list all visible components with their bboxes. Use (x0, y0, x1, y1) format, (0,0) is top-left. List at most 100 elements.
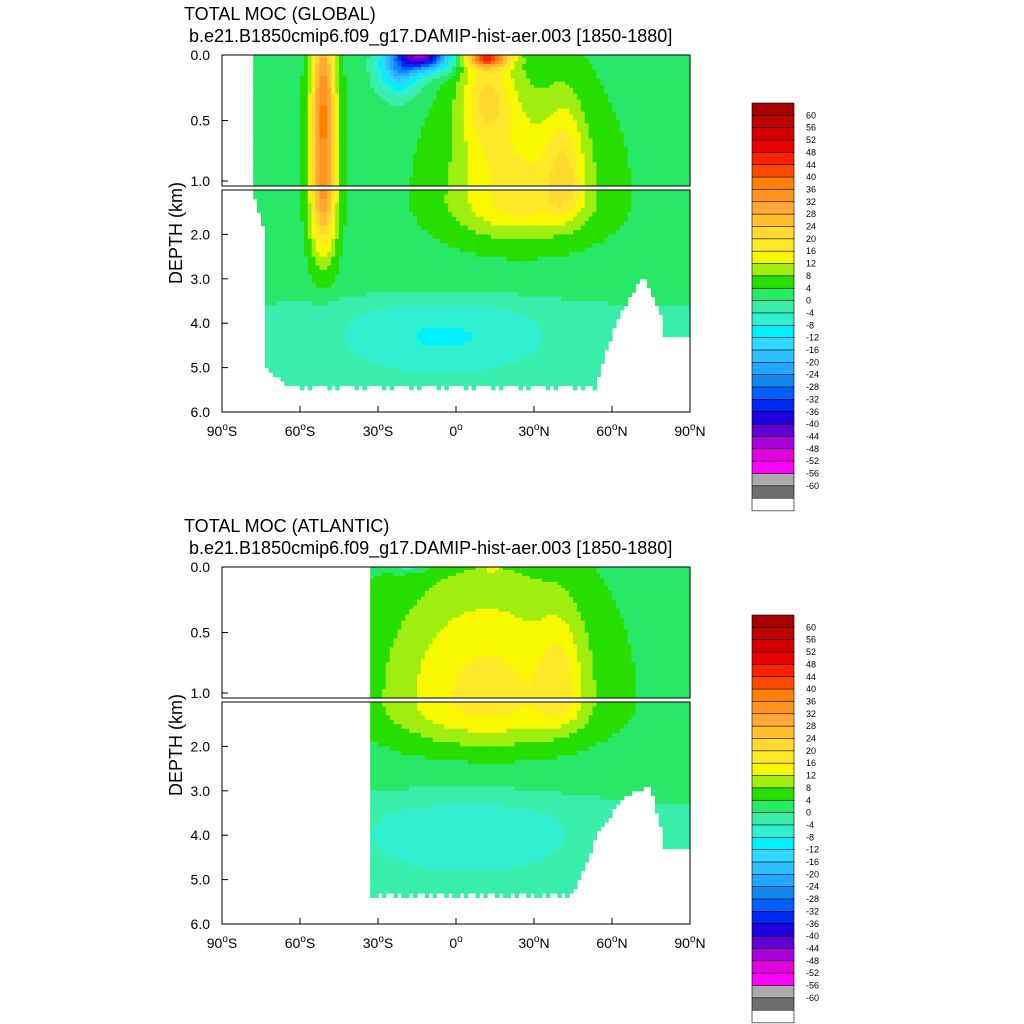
contour-cell (518, 120, 523, 125)
contour-cell (378, 162, 383, 166)
contour-cell (370, 81, 375, 86)
contour-cell (323, 165, 328, 169)
contour-cell (662, 69, 668, 74)
contour-cell (257, 132, 262, 136)
contour-cell (354, 111, 360, 116)
contour-cell (612, 159, 617, 163)
contour-cell (549, 174, 555, 178)
contour-cell (264, 336, 270, 342)
contour-cell (588, 180, 594, 184)
contour-cell (257, 177, 262, 181)
contour-cell (502, 174, 508, 178)
contour-cell (401, 72, 406, 77)
contour-cell (389, 153, 395, 157)
contour-cell (424, 72, 430, 77)
contour-cell (510, 180, 516, 184)
contour-cell (643, 93, 648, 98)
contour-cell (573, 90, 578, 95)
contour-cell (479, 126, 484, 131)
contour-cell (475, 135, 480, 139)
contour-cell (315, 135, 321, 139)
contour-cell (362, 75, 367, 80)
contour-cell (331, 183, 336, 186)
contour-cell (682, 72, 687, 77)
contour-cell (600, 93, 605, 98)
contour-cell (381, 180, 387, 184)
contour-cell (623, 63, 629, 68)
contour-cell (257, 129, 262, 134)
contour-cell (662, 72, 668, 77)
contour-cell (389, 165, 395, 169)
contour-cell (300, 102, 305, 107)
contour-cell (280, 66, 285, 71)
contour-cell (483, 90, 488, 95)
contour-cell (276, 78, 282, 83)
contour-cell (284, 126, 289, 131)
contour-cell (424, 81, 430, 86)
contour-cell (444, 96, 449, 101)
contour-cell (268, 138, 274, 142)
contour-cell (545, 126, 551, 131)
contour-cell (428, 78, 434, 83)
contour-cell (596, 57, 601, 62)
contour-cell (678, 129, 683, 134)
contour-cell (397, 93, 402, 98)
contour-cell (432, 168, 438, 172)
contour-cell (300, 165, 305, 169)
contour-cell (346, 87, 352, 92)
contour-cell (549, 66, 555, 71)
contour-cell (510, 114, 516, 119)
contour-cell (378, 165, 383, 169)
contour-cell (686, 141, 690, 145)
contour-cell (444, 129, 449, 134)
contour-cell (280, 147, 285, 151)
contour-cell (526, 75, 531, 80)
contour-cell (354, 55, 360, 59)
contour-cell (397, 69, 402, 74)
contour-cell (366, 117, 371, 122)
contour-cell (339, 60, 344, 65)
contour-cell (444, 132, 449, 136)
contour-cell (456, 63, 461, 68)
contour-cell (393, 165, 399, 169)
contour-cell (608, 135, 613, 139)
contour-cell (448, 141, 453, 145)
contour-cell (647, 129, 652, 134)
contour-cell (405, 135, 410, 139)
contour-cell (537, 57, 543, 62)
contour-cell (569, 147, 574, 151)
contour-cell (604, 141, 609, 145)
contour-cell (565, 150, 570, 154)
contour-cell (619, 57, 625, 62)
contour-cell (491, 84, 496, 89)
contour-cell (537, 96, 543, 101)
contour-cell (658, 120, 664, 125)
contour-cell (339, 183, 344, 186)
contour-cell (584, 141, 590, 145)
contour-cell (651, 75, 656, 80)
contour-cell (397, 162, 402, 166)
contour-cell (335, 141, 340, 145)
contour-cell (264, 114, 270, 119)
contour-cell (284, 162, 289, 166)
contour-cell (631, 55, 636, 59)
contour-cell (471, 105, 477, 110)
contour-cell (479, 177, 484, 181)
contour-cell (666, 72, 672, 77)
contour-cell (530, 81, 535, 86)
contour-cell (576, 93, 582, 98)
contour-cell (553, 66, 558, 71)
contour-cell (541, 153, 547, 157)
contour-cell (323, 69, 328, 74)
contour-cell (608, 105, 613, 110)
contour-cell (331, 57, 336, 62)
contour-cell (346, 132, 352, 136)
contour-cell (678, 150, 683, 154)
contour-cell (300, 135, 305, 139)
contour-cell (444, 147, 449, 151)
contour-cell (257, 111, 262, 116)
contour-cell (261, 123, 266, 128)
contour-cell (261, 90, 266, 95)
contour-cell (362, 135, 367, 139)
contour-cell (342, 84, 348, 89)
